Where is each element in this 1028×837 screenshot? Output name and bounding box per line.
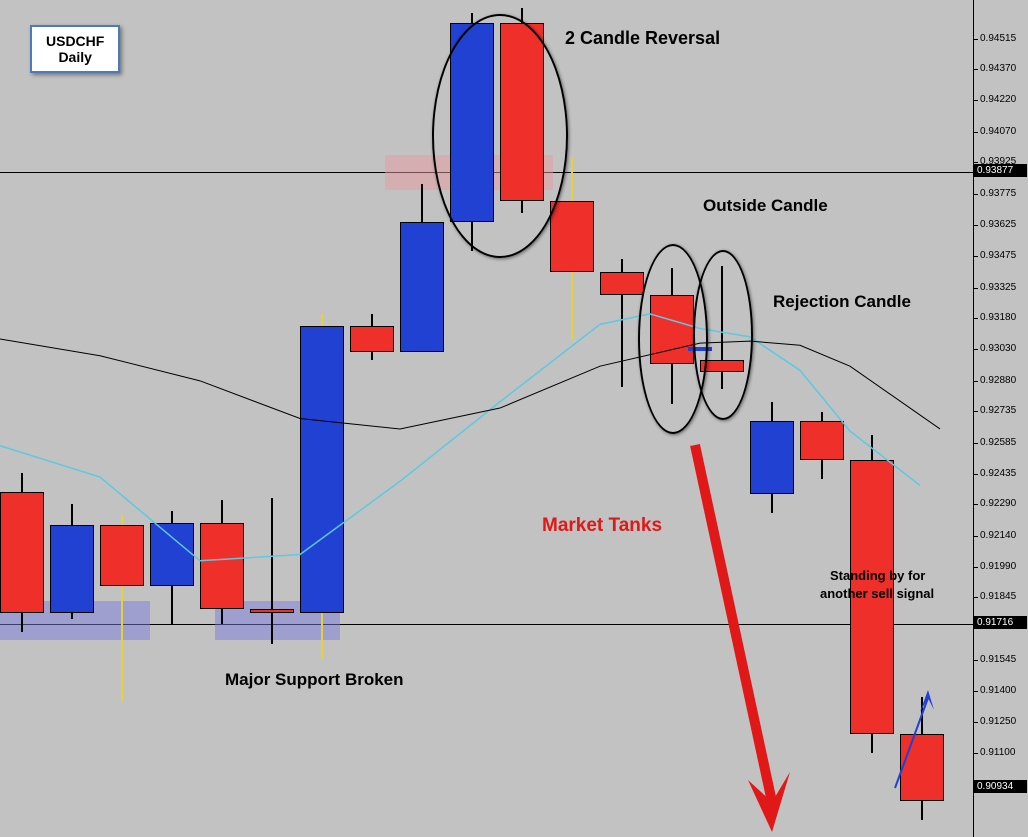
y-tick-label: 0.93625 — [980, 219, 1016, 230]
y-tick-label: 0.93325 — [980, 282, 1016, 293]
y-tick-label: 0.94370 — [980, 63, 1016, 74]
candle-body-6 — [300, 326, 344, 613]
candle-body-3 — [150, 523, 194, 586]
candle-body-11 — [550, 201, 594, 272]
price-tag: 0.91716 — [974, 616, 1027, 629]
y-tick-label: 0.93180 — [980, 312, 1016, 323]
candle-body-7 — [350, 326, 394, 351]
y-tick-label: 0.92435 — [980, 468, 1016, 479]
title-line-1: USDCHF — [46, 33, 104, 49]
label-standing-by-1: Standing by for — [830, 568, 925, 583]
y-tick-label: 0.91250 — [980, 716, 1016, 727]
y-tick-label: 0.92585 — [980, 437, 1016, 448]
label-standing-by-2: another sell signal — [820, 586, 934, 601]
y-tick-label: 0.94070 — [980, 126, 1016, 137]
y-tick-label: 0.91990 — [980, 561, 1016, 572]
candle-body-16 — [800, 421, 844, 461]
candle-body-0 — [0, 492, 44, 613]
candle-body-8 — [400, 222, 444, 352]
y-tick-label: 0.93030 — [980, 343, 1016, 354]
chart-stage: 2 Candle Reversal Outside Candle Rejection… — [0, 0, 1028, 837]
title-line-2: Daily — [46, 49, 104, 65]
y-tick-label: 0.91400 — [980, 685, 1016, 696]
y-tick-label: 0.93475 — [980, 250, 1016, 261]
label-outside-candle: Outside Candle — [703, 196, 828, 216]
candle-body-1 — [50, 525, 94, 613]
y-tick-label: 0.94220 — [980, 94, 1016, 105]
label-market-tanks: Market Tanks — [542, 515, 662, 537]
y-tick-label: 0.92735 — [980, 405, 1016, 416]
price-tag: 0.93877 — [974, 164, 1027, 177]
y-tick-label: 0.91545 — [980, 654, 1016, 665]
ellipse-2-candle — [432, 14, 568, 258]
candle-wick-5 — [271, 498, 273, 644]
label-rejection-candle: Rejection Candle — [773, 292, 911, 312]
y-tick-label: 0.91100 — [980, 747, 1015, 758]
ellipse-rejection — [693, 250, 753, 420]
y-tick-label: 0.92880 — [980, 375, 1016, 386]
candle-body-12 — [600, 272, 644, 295]
candle-body-4 — [200, 523, 244, 609]
candle-body-2 — [100, 525, 144, 586]
price-tag: 0.90934 — [974, 780, 1027, 793]
y-tick-label: 0.92290 — [980, 498, 1016, 509]
candle-body-15 — [750, 421, 794, 494]
label-2-candle-reversal: 2 Candle Reversal — [565, 28, 720, 49]
candle-body-5 — [250, 609, 294, 613]
y-axis: 0.945150.943700.942200.940700.939250.938… — [973, 0, 1028, 837]
y-tick-label: 0.93775 — [980, 188, 1016, 199]
title-box: USDCHFDaily — [30, 25, 120, 73]
y-tick-label: 0.92140 — [980, 530, 1016, 541]
y-tick-label: 0.94515 — [980, 33, 1016, 44]
label-major-support: Major Support Broken — [225, 670, 404, 690]
candle-body-18 — [900, 734, 944, 801]
y-tick-label: 0.91845 — [980, 591, 1016, 602]
